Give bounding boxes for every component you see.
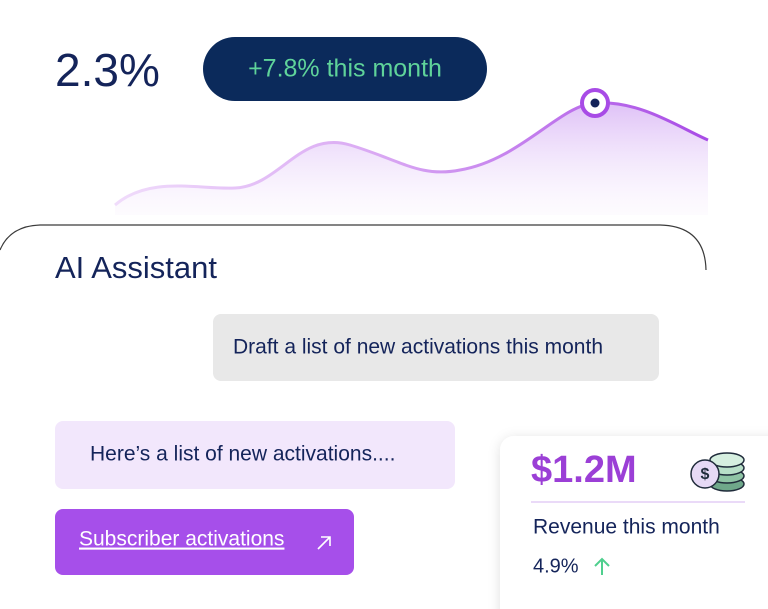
metric-badge	[203, 37, 487, 101]
user-message: Draft a list of new activations this mon…	[233, 336, 603, 359]
revenue-label: Revenue this month	[533, 516, 720, 539]
svg-text:$: $	[701, 466, 710, 483]
link-arrow-icon	[317, 536, 331, 550]
revenue-change: 4.9%	[533, 555, 579, 577]
link-button-text[interactable]: Subscriber activations	[79, 528, 284, 551]
user-message-bubble	[213, 314, 659, 381]
reply-bubble	[55, 421, 455, 489]
revenue-value: $1.2M	[531, 449, 637, 491]
panel-border	[0, 224, 707, 271]
trend-area	[115, 102, 708, 215]
trend-marker-dot	[590, 98, 600, 108]
metric-value: 2.3%	[55, 44, 160, 96]
metric-badge-text: +7.8% this month	[248, 55, 442, 83]
coins-icon: $	[690, 452, 745, 492]
reply-message: Here’s a list of new activations....	[90, 443, 395, 466]
assistant-title: AI Assistant	[55, 250, 217, 285]
up-arrow-icon	[594, 557, 610, 575]
link-button[interactable]	[55, 509, 354, 575]
